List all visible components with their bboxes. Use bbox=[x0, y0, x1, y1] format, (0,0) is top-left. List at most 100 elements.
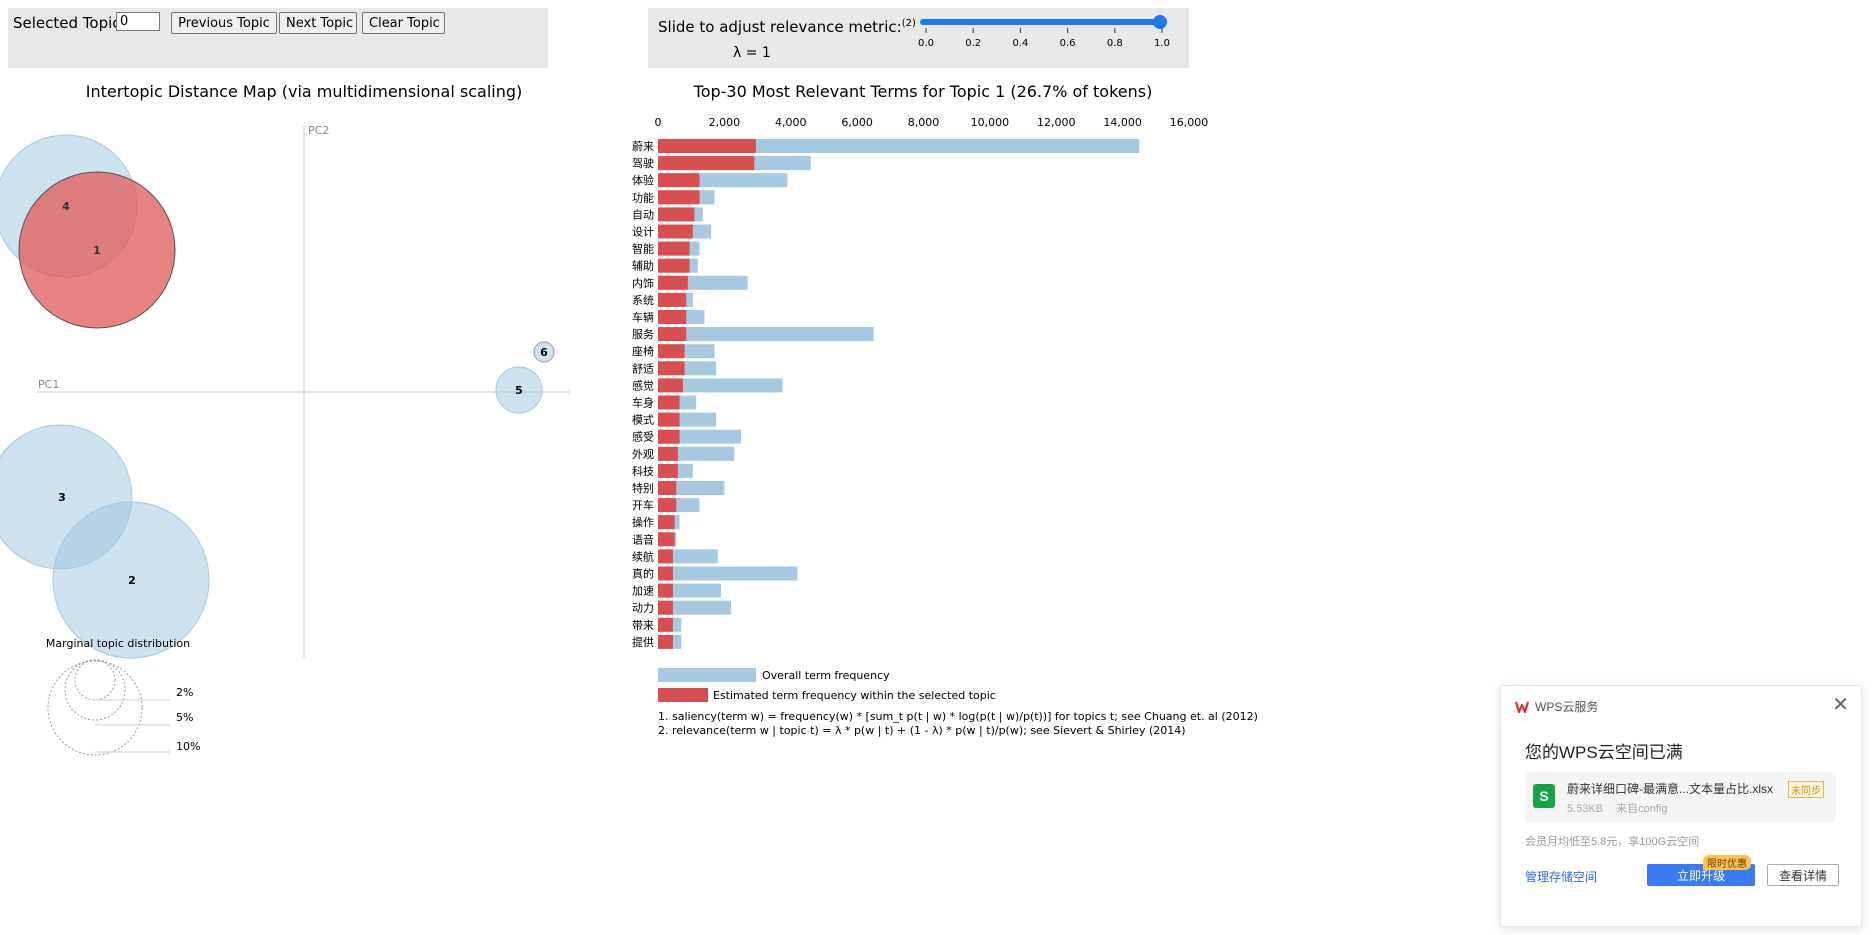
x-tick-label: 8,000 bbox=[908, 116, 940, 129]
term-label[interactable]: 提供 bbox=[632, 635, 654, 649]
close-icon[interactable]: ✕ bbox=[1832, 692, 1849, 716]
topic-frequency-bar[interactable] bbox=[658, 498, 677, 513]
marginal-distribution-title: Marginal topic distribution bbox=[46, 637, 190, 650]
topic-bubble-1[interactable] bbox=[18, 171, 176, 329]
previous-topic-button[interactable]: Previous Topic bbox=[171, 12, 277, 34]
topic-frequency-bar[interactable] bbox=[658, 258, 690, 273]
topic-frequency-bar[interactable] bbox=[658, 378, 683, 393]
term-label[interactable]: 续航 bbox=[632, 549, 654, 563]
term-label[interactable]: 科技 bbox=[632, 464, 654, 478]
topic-frequency-bar[interactable] bbox=[658, 634, 673, 649]
relevance-slider-panel: Slide to adjust relevance metric:(2) λ =… bbox=[648, 8, 1189, 68]
legend-circle-5 bbox=[64, 659, 126, 721]
topic-frequency-bar[interactable] bbox=[658, 241, 690, 256]
slider-track[interactable] bbox=[920, 19, 1160, 25]
term-label[interactable]: 真的 bbox=[632, 567, 654, 581]
topic-frequency-bar[interactable] bbox=[658, 515, 675, 530]
clear-topic-button[interactable]: Clear Topic bbox=[362, 12, 445, 34]
topic-frequency-bar[interactable] bbox=[658, 207, 695, 222]
overall-frequency-bar[interactable] bbox=[658, 566, 798, 581]
topic-bubble-6[interactable] bbox=[533, 341, 555, 363]
term-label[interactable]: 操作 bbox=[632, 515, 654, 529]
file-source: 来自config bbox=[1616, 803, 1668, 815]
overall-frequency-bar[interactable] bbox=[658, 327, 874, 342]
term-label[interactable]: 感受 bbox=[632, 431, 654, 444]
topic-frequency-bar[interactable] bbox=[658, 549, 673, 564]
topic-frequency-bar[interactable] bbox=[658, 361, 685, 376]
topic-label-4: 4 bbox=[62, 200, 70, 213]
term-label[interactable]: 带来 bbox=[632, 619, 654, 632]
term-label[interactable]: 外观 bbox=[632, 448, 654, 461]
topic-frequency-bar[interactable] bbox=[658, 190, 700, 205]
term-label[interactable]: 动力 bbox=[632, 602, 654, 615]
topic-bubble-5[interactable] bbox=[495, 366, 543, 414]
topic-frequency-bar[interactable] bbox=[658, 344, 685, 359]
topic-frequency-bar[interactable] bbox=[658, 292, 687, 307]
topic-frequency-bar[interactable] bbox=[658, 173, 700, 188]
slider-tick-label: 0.2 bbox=[965, 38, 981, 49]
topic-frequency-bar[interactable] bbox=[658, 156, 755, 171]
x-tick-label: 4,000 bbox=[775, 116, 807, 129]
file-size: 5.53KB bbox=[1567, 803, 1604, 815]
term-label[interactable]: 舒适 bbox=[632, 361, 654, 375]
legend-label-topic: Estimated term frequency within the sele… bbox=[713, 689, 996, 702]
slider-tick-label: 0.0 bbox=[918, 38, 934, 49]
overall-frequency-bar[interactable] bbox=[658, 600, 732, 615]
view-details-button[interactable]: 查看详情 bbox=[1767, 864, 1839, 886]
topic-frequency-bar[interactable] bbox=[658, 600, 673, 615]
term-label[interactable]: 车辆 bbox=[632, 310, 654, 324]
term-label[interactable]: 体验 bbox=[632, 173, 654, 187]
term-label[interactable]: 驾驶 bbox=[632, 156, 654, 170]
term-label[interactable]: 自动 bbox=[632, 208, 654, 221]
term-label[interactable]: 加速 bbox=[632, 585, 654, 598]
overall-frequency-bar[interactable] bbox=[658, 139, 1140, 153]
term-label[interactable]: 辅助 bbox=[632, 259, 654, 273]
topic-frequency-bar[interactable] bbox=[658, 224, 693, 239]
topic-frequency-bar[interactable] bbox=[658, 583, 673, 598]
relevant-terms-chart: Top-30 Most Relevant Terms for Topic 1 (… bbox=[632, 82, 1258, 737]
term-label[interactable]: 蔚来 bbox=[632, 140, 654, 153]
term-label[interactable]: 座椅 bbox=[632, 344, 654, 358]
topic-frequency-bar[interactable] bbox=[658, 395, 680, 410]
term-label[interactable]: 语音 bbox=[632, 532, 654, 546]
topic-frequency-bar[interactable] bbox=[658, 463, 678, 478]
term-label[interactable]: 模式 bbox=[632, 414, 654, 427]
topic-label-1: 1 bbox=[93, 244, 101, 257]
wps-file-card[interactable]: S 蔚来详细口碑-最满意...文本量占比.xlsx 未同步 5.53KB 来自c… bbox=[1525, 772, 1836, 822]
slider-thumb[interactable] bbox=[1153, 15, 1167, 29]
term-label[interactable]: 内饰 bbox=[632, 276, 654, 290]
manage-storage-link[interactable]: 管理存储空间 bbox=[1525, 870, 1598, 884]
topic-frequency-bar[interactable] bbox=[658, 139, 756, 153]
overall-frequency-bar[interactable] bbox=[658, 549, 718, 564]
topic-frequency-bar[interactable] bbox=[658, 532, 675, 547]
topic-frequency-bar[interactable] bbox=[658, 275, 688, 290]
topic-bubble-2[interactable] bbox=[52, 501, 210, 659]
term-label[interactable]: 智能 bbox=[632, 242, 654, 256]
topic-control-panel: Selected Topic: Previous Topic Next Topi… bbox=[8, 8, 548, 68]
term-label[interactable]: 车身 bbox=[632, 396, 654, 410]
topic-frequency-bar[interactable] bbox=[658, 310, 687, 324]
term-label[interactable]: 系统 bbox=[632, 294, 654, 307]
x-tick-label: 0 bbox=[655, 116, 662, 129]
topic-frequency-bar[interactable] bbox=[658, 617, 673, 632]
term-label[interactable]: 开车 bbox=[632, 498, 654, 512]
topic-frequency-bar[interactable] bbox=[658, 412, 680, 427]
topic-frequency-bar[interactable] bbox=[658, 481, 677, 495]
footnote-1: 1. saliency(term w) = frequency(w) * [su… bbox=[658, 710, 1258, 723]
topic-frequency-bar[interactable] bbox=[658, 566, 673, 581]
pc2-label: PC2 bbox=[308, 124, 329, 137]
selected-topic-input[interactable] bbox=[116, 12, 160, 31]
topic-frequency-bar[interactable] bbox=[658, 327, 687, 342]
overall-frequency-bar[interactable] bbox=[658, 583, 722, 598]
term-label[interactable]: 设计 bbox=[632, 226, 654, 239]
next-topic-button[interactable]: Next Topic bbox=[279, 12, 357, 34]
topic-frequency-bar[interactable] bbox=[658, 446, 678, 461]
term-label[interactable]: 感觉 bbox=[632, 379, 654, 392]
overall-frequency-bar[interactable] bbox=[658, 378, 783, 393]
term-label[interactable]: 服务 bbox=[632, 328, 654, 341]
relevance-slider[interactable]: 0.0 0.2 0.4 0.6 0.8 1.0 bbox=[648, 8, 1189, 68]
footnote-2: 2. relevance(term w | topic t) = λ * p(w… bbox=[658, 724, 1186, 737]
term-label[interactable]: 功能 bbox=[632, 190, 654, 204]
term-label[interactable]: 特别 bbox=[632, 481, 654, 495]
topic-frequency-bar[interactable] bbox=[658, 429, 680, 444]
